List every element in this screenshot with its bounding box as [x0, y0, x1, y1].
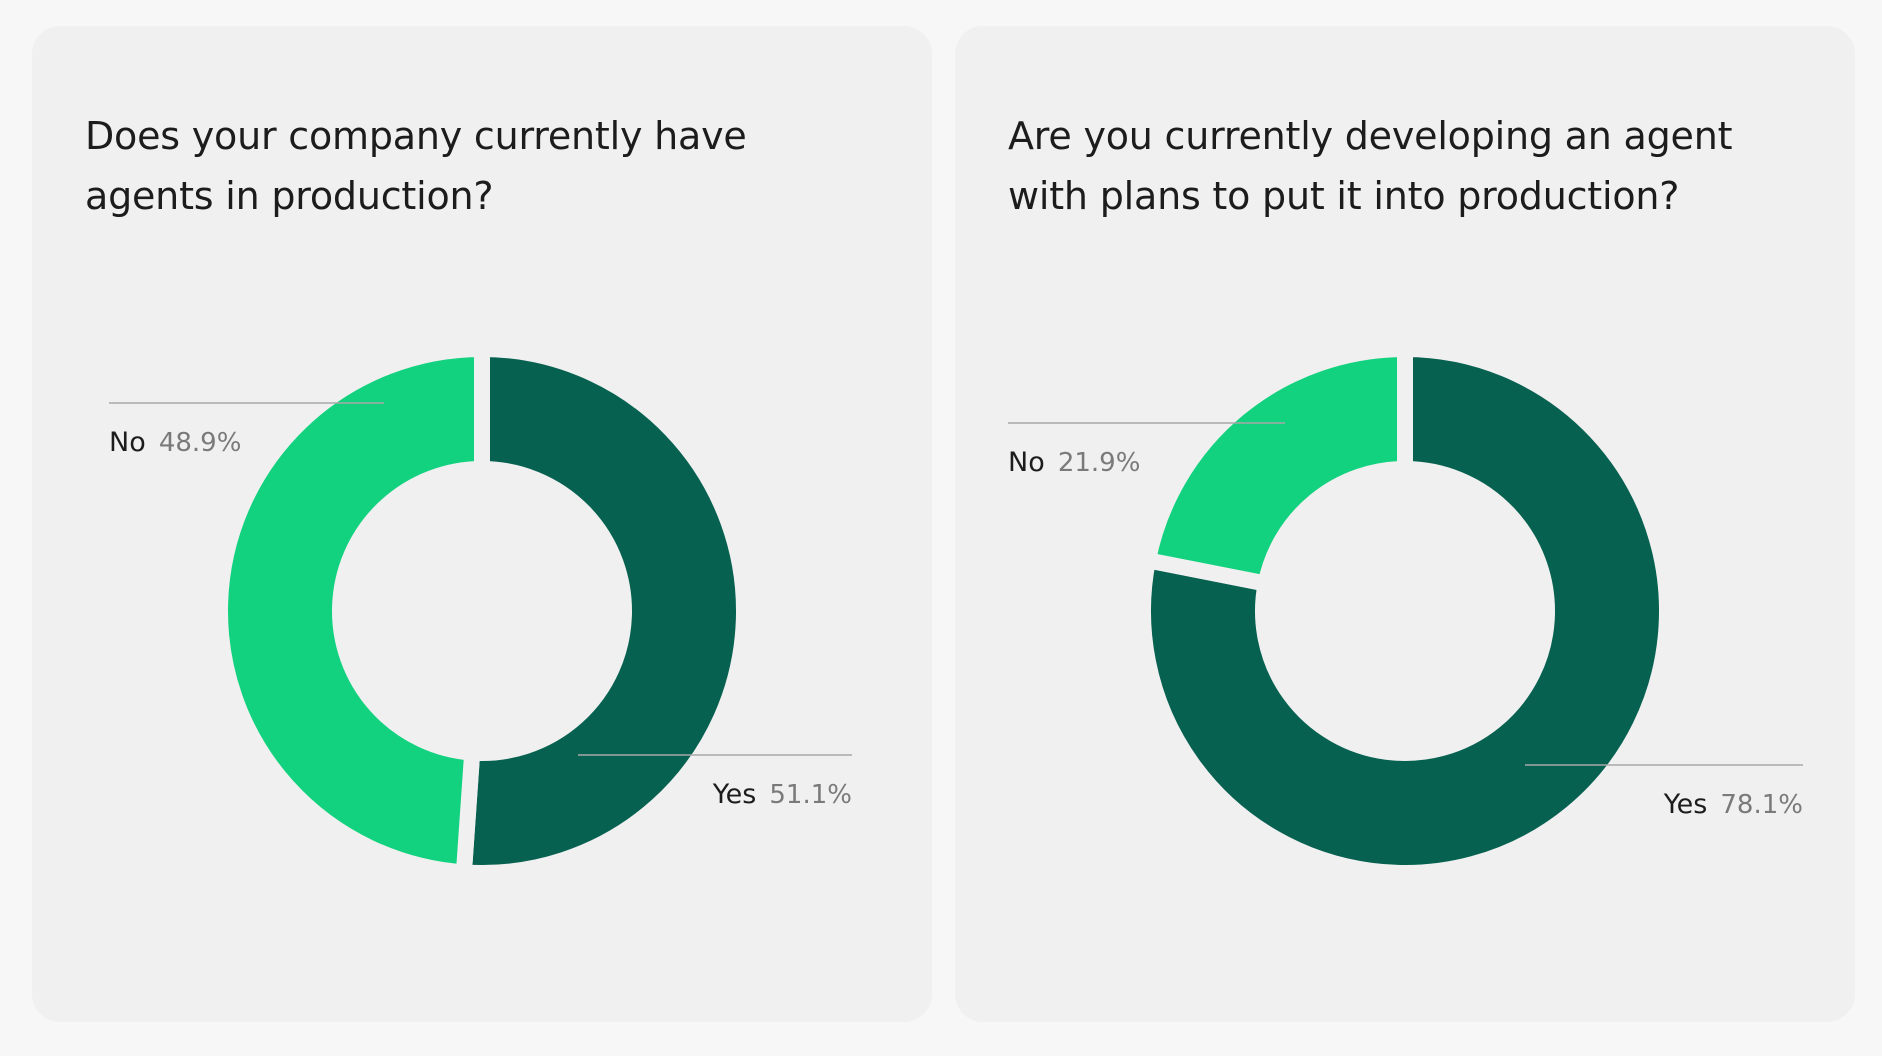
slice-yes [455, 340, 752, 881]
legend-text-no: No 48.9% [109, 427, 241, 458]
slice-no [1138, 340, 1413, 593]
chart-card-agents-in-production: Does your company currently have agents … [32, 26, 932, 1022]
slice-label-yes: Yes 51.1% [578, 754, 852, 810]
slice-label-no: No 48.9% [109, 402, 384, 458]
label-no: No [109, 427, 146, 458]
chart-title: Does your company currently have agents … [85, 114, 747, 218]
donut-slices [1135, 340, 1675, 881]
slice-label-yes: Yes 78.1% [1525, 764, 1803, 820]
chart-title: Are you currently developing an agent wi… [1008, 114, 1733, 218]
donut-chart: No 48.9% Yes 51.1% [109, 340, 852, 881]
value-label-yes: 51.1% [769, 780, 852, 810]
donut-slices [212, 340, 752, 881]
value-label-no: 21.9% [1058, 448, 1141, 478]
slice-no [212, 340, 490, 881]
slice-label-no: No 21.9% [1008, 422, 1285, 478]
donut-chart: No 21.9% Yes 78.1% [1008, 340, 1803, 881]
value-label-yes: 78.1% [1720, 790, 1803, 820]
label-yes: Yes [1663, 789, 1708, 820]
label-no: No [1008, 447, 1045, 478]
slice-yes [1135, 340, 1675, 881]
legend-text-yes: Yes 51.1% [712, 779, 852, 810]
legend-text-no: No 21.9% [1008, 447, 1140, 478]
chart-card-developing-agent: Are you currently developing an agent wi… [955, 26, 1855, 1022]
legend-text-yes: Yes 78.1% [1663, 789, 1803, 820]
label-yes: Yes [712, 779, 757, 810]
value-label-no: 48.9% [159, 428, 242, 458]
